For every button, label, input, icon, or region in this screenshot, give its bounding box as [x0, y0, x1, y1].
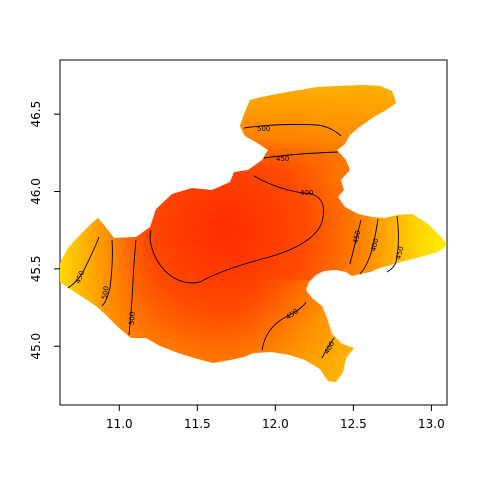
y-axis: 45.0 45.5 46.0 46.5 [29, 101, 60, 360]
y-tick-label: 45.0 [29, 333, 43, 360]
contour-label: 400 [369, 237, 380, 252]
y-tick-label: 46.0 [29, 178, 43, 205]
contour-label: 400 [300, 189, 313, 197]
contour-line [128, 239, 137, 336]
x-axis: 11.0 11.5 12.0 12.5 13.0 [106, 405, 445, 431]
contour-label: 450 [276, 155, 289, 163]
contour-line [263, 151, 339, 159]
contour-label: 500 [257, 125, 270, 133]
contour-line [359, 218, 379, 275]
y-tick-label: 45.5 [29, 255, 43, 282]
contour-line [349, 219, 362, 265]
contour-line [149, 175, 324, 284]
x-tick-label: 12.0 [262, 417, 289, 431]
contour-line [243, 123, 342, 137]
contour-lines [67, 123, 399, 359]
contour-label: 500 [128, 311, 137, 325]
plot-frame [59, 59, 448, 406]
contour-line [386, 215, 399, 273]
contour-line [67, 236, 100, 289]
x-tick-label: 12.5 [340, 417, 367, 431]
x-tick-label: 11.0 [106, 417, 133, 431]
y-tick-label: 46.5 [29, 101, 43, 128]
contour-label: 500 [101, 285, 111, 300]
contour-label: 450 [394, 245, 405, 260]
x-tick-label: 13.0 [418, 417, 445, 431]
contour-label: 450 [351, 229, 362, 244]
contour-line [321, 337, 335, 359]
contour-line [261, 301, 307, 351]
x-tick-label: 11.5 [184, 417, 211, 431]
contour-line [101, 239, 113, 307]
